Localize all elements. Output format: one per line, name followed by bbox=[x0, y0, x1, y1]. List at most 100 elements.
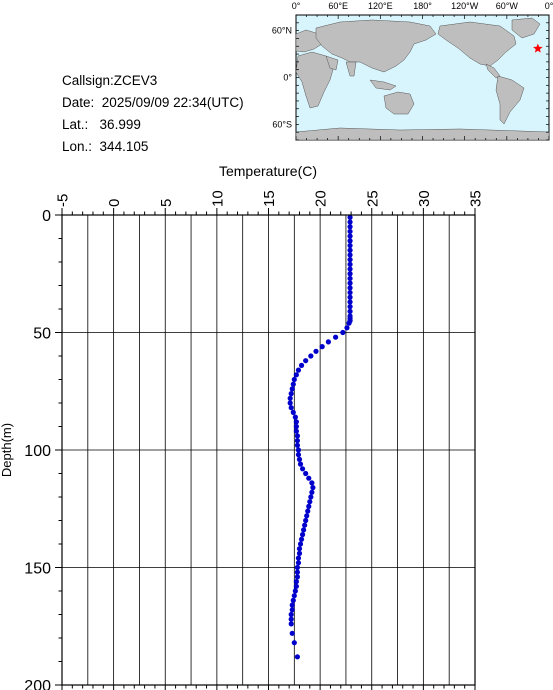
data-point bbox=[305, 508, 311, 514]
data-point bbox=[289, 602, 295, 608]
float-position-marker-icon bbox=[533, 43, 543, 53]
lat-label: Lat.: bbox=[62, 117, 89, 132]
x-tick-label: 10 bbox=[209, 190, 226, 207]
data-point bbox=[309, 480, 315, 486]
plot-frame bbox=[61, 214, 476, 686]
data-point bbox=[346, 320, 352, 326]
temperature-profile-chart: -5 0 5 10 15 20 25 30 35 0 50 100 150 200 Temperatur… bbox=[0, 163, 485, 690]
data-point bbox=[304, 513, 310, 519]
map-lon-label: 0° bbox=[545, 1, 553, 11]
data-point bbox=[287, 395, 293, 401]
data-point bbox=[303, 358, 309, 364]
data-point bbox=[294, 654, 301, 660]
data-point bbox=[298, 536, 305, 542]
data-point bbox=[347, 266, 353, 272]
land-south-america bbox=[495, 75, 525, 125]
data-point bbox=[291, 376, 297, 383]
y-axis-label: Depth(m) bbox=[0, 423, 14, 477]
land-asia bbox=[315, 19, 437, 73]
temperature-series bbox=[287, 214, 353, 660]
map-lon-label: 180° bbox=[413, 1, 432, 11]
data-point bbox=[295, 367, 302, 373]
data-point bbox=[288, 611, 294, 618]
data-point bbox=[288, 621, 294, 627]
data-point bbox=[299, 532, 306, 538]
lon-value: 344.105 bbox=[99, 139, 149, 154]
data-point bbox=[310, 485, 316, 491]
data-point bbox=[291, 640, 297, 646]
data-point bbox=[347, 252, 353, 258]
lon-label: Lon.: bbox=[62, 139, 93, 154]
data-point bbox=[289, 386, 295, 392]
data-point bbox=[297, 541, 304, 547]
data-point bbox=[347, 247, 353, 253]
lat-value: 36.999 bbox=[99, 117, 141, 132]
map-latitude-labels: 60°N 0° 60°S bbox=[272, 26, 293, 130]
data-point bbox=[313, 348, 319, 354]
map-lat-label: 60°S bbox=[272, 119, 292, 129]
data-point bbox=[288, 405, 294, 411]
data-point bbox=[347, 238, 353, 244]
data-point bbox=[294, 438, 301, 444]
land-north-america bbox=[437, 21, 517, 67]
data-point bbox=[290, 409, 296, 415]
data-point bbox=[347, 275, 353, 282]
data-point bbox=[295, 555, 302, 561]
x-tick-label: 15 bbox=[261, 190, 278, 207]
data-point bbox=[347, 233, 353, 239]
land-arabia bbox=[325, 55, 339, 71]
x-tick-labels: -5 0 5 10 15 20 25 30 35 bbox=[55, 190, 485, 207]
x-tick-label: 0 bbox=[106, 199, 123, 207]
x-tick-label: 20 bbox=[313, 190, 330, 207]
x-tick-label: 35 bbox=[468, 190, 485, 207]
location-map: 0° 60°E 120°E 180° 120°W 60°W 0° 60°N 0° 60°S bbox=[272, 1, 553, 141]
data-point bbox=[347, 271, 353, 277]
data-point bbox=[298, 362, 305, 368]
data-point bbox=[308, 494, 314, 500]
data-point bbox=[347, 304, 353, 310]
map-lon-label: 60°W bbox=[496, 1, 519, 11]
data-point bbox=[347, 289, 353, 296]
data-point bbox=[307, 499, 313, 505]
data-point bbox=[294, 569, 301, 575]
data-point bbox=[309, 489, 315, 495]
data-point bbox=[319, 344, 325, 350]
y-tick-label: 200 bbox=[24, 678, 51, 690]
data-point bbox=[347, 214, 353, 220]
x-tick-label: 30 bbox=[416, 190, 433, 207]
data-point bbox=[333, 334, 339, 340]
land-australia bbox=[383, 91, 415, 115]
data-point bbox=[296, 456, 303, 462]
data-point bbox=[293, 579, 299, 585]
land-india bbox=[345, 61, 357, 77]
y-tick-label: 100 bbox=[24, 443, 51, 460]
data-point bbox=[289, 630, 295, 636]
data-point bbox=[295, 560, 302, 566]
data-point bbox=[347, 308, 353, 314]
map-lon-label: 120°E bbox=[368, 1, 393, 11]
data-point bbox=[347, 219, 353, 225]
data-point bbox=[293, 372, 299, 378]
data-point bbox=[347, 242, 353, 249]
land-indonesia bbox=[369, 79, 397, 91]
y-tick-labels: 0 50 100 150 200 bbox=[24, 208, 51, 690]
data-point bbox=[308, 353, 314, 359]
data-point bbox=[293, 583, 299, 589]
data-point bbox=[347, 257, 353, 263]
map-lat-label: 0° bbox=[283, 73, 292, 83]
y-tick-label: 150 bbox=[24, 561, 51, 578]
map-lat-label: 60°N bbox=[272, 26, 292, 36]
data-point bbox=[293, 423, 299, 430]
data-point bbox=[292, 414, 298, 420]
data-point bbox=[347, 228, 353, 235]
data-point bbox=[347, 280, 353, 286]
data-point bbox=[290, 597, 296, 604]
map-lon-label: 120°W bbox=[451, 1, 479, 11]
x-tick-label: 5 bbox=[158, 199, 175, 207]
data-point bbox=[303, 517, 309, 524]
x-tick-label: -5 bbox=[55, 194, 72, 207]
lon-row: Lon.: 344.105 bbox=[62, 136, 244, 158]
data-point bbox=[347, 285, 353, 291]
data-point bbox=[344, 325, 350, 331]
